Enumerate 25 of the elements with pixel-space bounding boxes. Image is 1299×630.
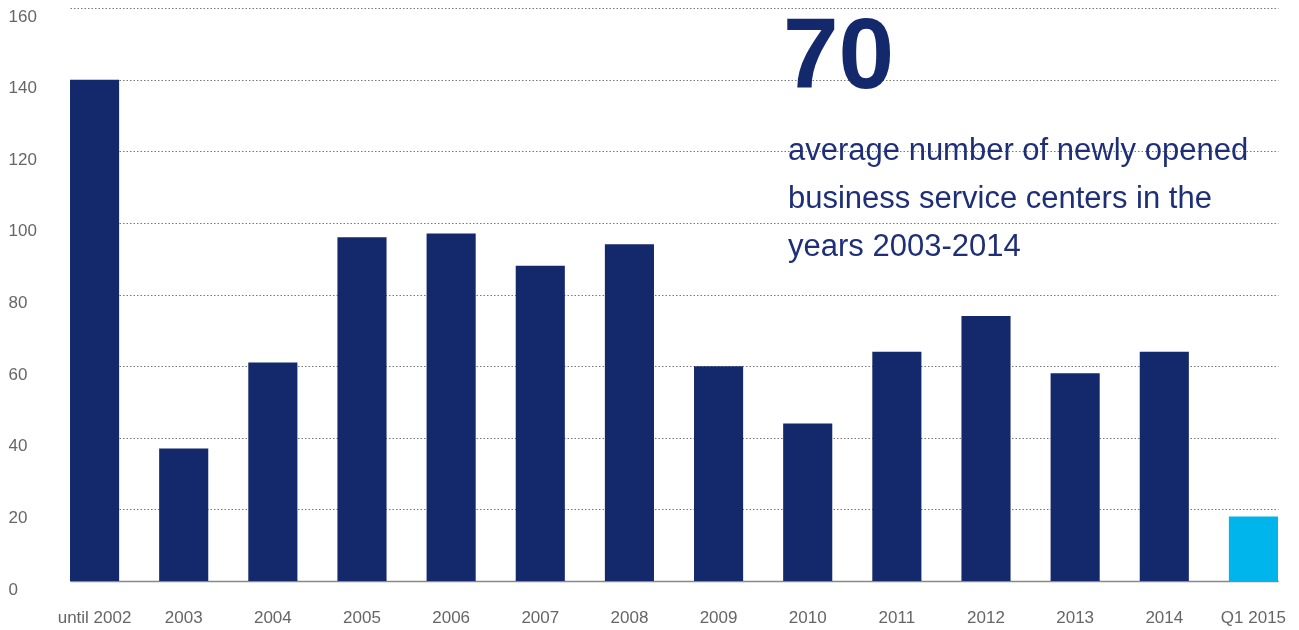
- x-tick-label: Q1 2015: [1220, 607, 1287, 627]
- x-tick-label: until 2002: [57, 607, 132, 627]
- x-tick-label: 2014: [1145, 607, 1184, 627]
- y-tick-label: 100: [8, 221, 37, 241]
- annotation: 70: [783, 0, 895, 109]
- y-tick-label: 80: [8, 293, 28, 312]
- y-tick-label: 160: [8, 6, 37, 26]
- x-tick-label: 2008: [610, 607, 649, 627]
- y-tick-label: 60: [8, 364, 28, 384]
- y-tick-label: 20: [8, 507, 28, 527]
- y-tick-label: 120: [8, 149, 37, 169]
- x-tick-label: 2007: [521, 607, 560, 627]
- annotation: average number of newly opened business service centers in the years 2003-2014: [788, 132, 1249, 263]
- x-tick-label: 2013: [1056, 607, 1095, 627]
- y-tick-label: 140: [8, 78, 37, 98]
- x-tick-label: 2012: [967, 607, 1005, 627]
- x-tick-label: 2010: [788, 607, 827, 627]
- y-tick-label: 40: [8, 436, 28, 456]
- x-tick-label: 2011: [878, 607, 916, 627]
- x-tick-label: 2006: [432, 607, 471, 627]
- x-tick-label: 2005: [343, 607, 381, 627]
- y-tick-label: 0: [8, 579, 18, 599]
- x-tick-label: 2009: [699, 607, 738, 627]
- x-tick-label: 2003: [164, 607, 203, 627]
- x-tick-label: 2004: [253, 607, 292, 627]
